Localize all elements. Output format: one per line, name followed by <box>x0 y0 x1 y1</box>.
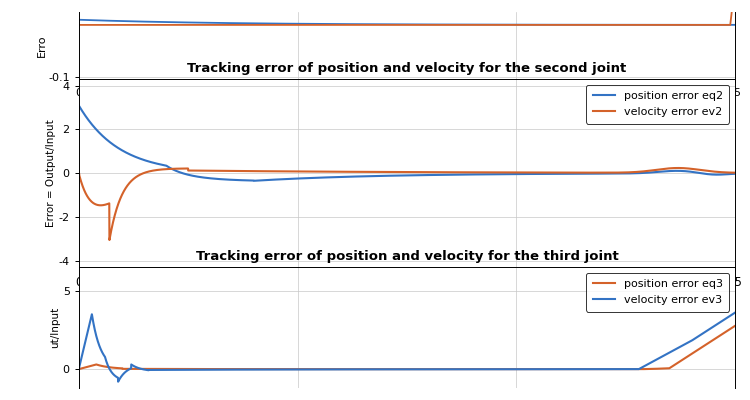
velocity error ev3 <box>350 367 359 372</box>
position error eq2 <box>386 173 395 178</box>
position error eq3 <box>74 367 83 372</box>
Line: position error eq3: position error eq3 <box>79 326 735 369</box>
velocity error ev2 <box>674 166 682 170</box>
velocity error ev2 <box>386 170 395 174</box>
position error eq2 <box>730 171 740 176</box>
position error eq2 <box>678 168 687 173</box>
position error eq2 <box>249 178 258 183</box>
Legend: position error eq3, velocity error ev3: position error eq3, velocity error ev3 <box>586 273 730 312</box>
Legend: position error eq2, velocity error ev2: position error eq2, velocity error ev2 <box>586 85 730 124</box>
velocity error ev2 <box>678 166 687 170</box>
velocity error ev3 <box>551 367 560 372</box>
X-axis label: Time (s): Time (s) <box>380 295 433 308</box>
position error eq3 <box>356 367 364 372</box>
position error eq2 <box>74 103 83 108</box>
velocity error ev2 <box>730 170 740 175</box>
Line: position error eq2: position error eq2 <box>79 105 735 181</box>
Y-axis label: Erro: Erro <box>37 34 46 57</box>
velocity error ev3 <box>386 367 395 372</box>
Line: velocity error ev3: velocity error ev3 <box>79 313 735 382</box>
Title: Tracking error of position and velocity for the second joint: Tracking error of position and velocity … <box>188 62 626 75</box>
Y-axis label: ut/Input: ut/Input <box>50 307 60 348</box>
velocity error ev3 <box>730 310 740 315</box>
Y-axis label: Error = Output/Input: Error = Output/Input <box>46 119 56 227</box>
position error eq3 <box>710 336 719 341</box>
position error eq2 <box>350 174 359 179</box>
velocity error ev3 <box>114 379 123 384</box>
velocity error ev2 <box>711 169 720 174</box>
velocity error ev3 <box>74 367 83 372</box>
Line: velocity error ev2: velocity error ev2 <box>79 168 735 240</box>
Title: Tracking error of position and velocity for the third joint: Tracking error of position and velocity … <box>196 250 618 263</box>
velocity error ev2 <box>350 170 359 174</box>
position error eq3 <box>386 367 395 372</box>
velocity error ev2 <box>74 171 83 176</box>
velocity error ev2 <box>356 170 364 174</box>
velocity error ev3 <box>356 367 364 372</box>
position error eq3 <box>730 324 740 328</box>
velocity error ev3 <box>678 343 687 348</box>
position error eq2 <box>356 174 364 179</box>
position error eq2 <box>551 172 560 176</box>
velocity error ev2 <box>105 238 114 242</box>
velocity error ev2 <box>551 170 560 175</box>
position error eq3 <box>350 367 359 372</box>
position error eq3 <box>551 367 560 372</box>
velocity error ev3 <box>710 323 719 328</box>
position error eq3 <box>678 358 687 362</box>
position error eq2 <box>710 172 719 177</box>
